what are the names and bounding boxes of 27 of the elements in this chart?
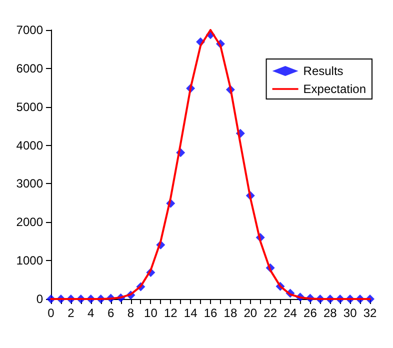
y-tick-label: 4000 (16, 138, 44, 152)
x-tick-label: 6 (107, 306, 114, 320)
x-tick-label: 30 (343, 306, 358, 320)
x-tick-label: 20 (244, 306, 258, 320)
x-tick-label: 18 (224, 306, 238, 320)
legend-label: Expectation (303, 82, 366, 96)
x-tick-label: 0 (48, 306, 55, 320)
x-tick-label: 4 (88, 306, 95, 320)
x-tick-label: 32 (363, 306, 377, 320)
y-tick-label: 7000 (16, 23, 44, 37)
x-tick-label: 26 (304, 306, 318, 320)
y-tick-label: 3000 (16, 176, 44, 191)
x-tick-label: 12 (164, 306, 178, 320)
x-tick-label: 24 (284, 306, 298, 320)
legend-label: Results (303, 64, 344, 78)
x-tick-label: 28 (323, 306, 338, 320)
x-tick-label: 22 (264, 306, 278, 320)
y-tick-label: 1000 (16, 254, 44, 268)
x-tick-label: 16 (204, 306, 218, 320)
x-tick-label: 2 (68, 306, 75, 320)
x-tick-label: 14 (184, 306, 198, 320)
y-tick-label: 2000 (16, 215, 44, 230)
y-tick-label: 6000 (16, 61, 44, 76)
x-tick-label: 10 (144, 306, 158, 320)
y-tick-label: 5000 (16, 100, 44, 114)
x-tick-label: 8 (127, 306, 134, 320)
y-tick-label: 0 (36, 292, 44, 306)
